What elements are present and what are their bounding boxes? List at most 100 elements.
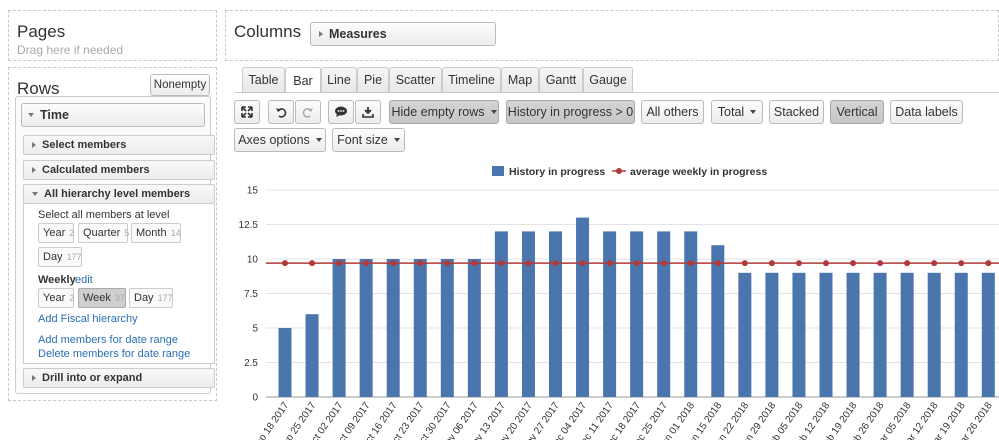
bar[interactable] [576, 217, 590, 397]
bar[interactable] [657, 231, 671, 397]
bar[interactable] [521, 231, 535, 397]
bar[interactable] [549, 231, 562, 397]
bar[interactable] [981, 272, 995, 397]
delete-members-date-range-link[interactable]: Delete members for date range [38, 348, 191, 360]
data-labels-button[interactable]: Data labels [890, 100, 963, 124]
nonempty-button[interactable]: Nonempty [150, 74, 210, 96]
line-point[interactable] [552, 260, 559, 267]
bar[interactable] [846, 272, 860, 397]
time-dimension-header[interactable]: Time [21, 103, 205, 127]
line-point[interactable] [660, 260, 667, 267]
bar[interactable] [467, 259, 481, 397]
bar[interactable] [630, 231, 644, 397]
line-point[interactable] [904, 260, 911, 267]
select-members-section[interactable]: Select members [23, 135, 215, 155]
bar[interactable] [305, 314, 319, 397]
bar[interactable] [765, 272, 779, 397]
bar[interactable] [413, 259, 427, 397]
line-point[interactable] [309, 260, 316, 267]
bar[interactable] [332, 259, 346, 397]
drill-section[interactable]: Drill into or expand [23, 368, 215, 388]
bar[interactable] [900, 272, 914, 397]
tab-bar[interactable]: Bar [285, 67, 321, 93]
fullscreen-button[interactable] [234, 100, 260, 124]
bar[interactable] [711, 245, 725, 397]
hide-empty-rows-dropdown[interactable]: Hide empty rows [389, 100, 499, 124]
tab-table[interactable]: Table [242, 67, 285, 92]
bar[interactable] [873, 272, 887, 397]
line-point[interactable] [687, 260, 694, 267]
bar[interactable] [738, 272, 752, 397]
line-point[interactable] [850, 260, 857, 267]
line-point[interactable] [471, 260, 478, 267]
level-quarter[interactable]: Quarter 5 [78, 223, 129, 243]
tab-gantt[interactable]: Gantt [539, 67, 583, 92]
bar[interactable] [819, 272, 833, 397]
stacked-button[interactable]: Stacked [769, 100, 824, 124]
line-point[interactable] [390, 260, 397, 267]
add-fiscal-hierarchy-link[interactable]: Add Fiscal hierarchy [38, 313, 138, 325]
add-members-date-range-link[interactable]: Add members for date range [38, 334, 179, 346]
level-day[interactable]: Day 177 [38, 247, 82, 267]
line-point[interactable] [525, 260, 532, 267]
calculated-members-section[interactable]: Calculated members [23, 160, 215, 180]
expand-icon [32, 142, 36, 148]
bar[interactable] [494, 231, 508, 397]
expand-icon [32, 167, 36, 173]
bar[interactable] [792, 272, 806, 397]
tab-gauge[interactable]: Gauge [583, 67, 633, 92]
line-point[interactable] [714, 260, 721, 267]
measures-chip[interactable]: Measures [310, 22, 496, 46]
line-point[interactable] [282, 260, 288, 267]
line-point[interactable] [606, 260, 613, 267]
line-point[interactable] [417, 260, 424, 267]
comment-icon [335, 106, 347, 117]
line-point[interactable] [579, 260, 586, 267]
line-point[interactable] [877, 260, 884, 267]
total-dropdown[interactable]: Total [711, 100, 763, 124]
redo-button[interactable] [295, 100, 321, 124]
line-point[interactable] [336, 260, 343, 267]
comment-button[interactable] [328, 100, 354, 124]
line-point[interactable] [931, 260, 938, 267]
line-point[interactable] [958, 260, 965, 267]
bar[interactable] [684, 231, 698, 397]
bar[interactable] [386, 259, 400, 397]
font-size-dropdown[interactable]: Font size [332, 128, 405, 152]
weekly-level-week[interactable]: Week 37 [78, 288, 126, 308]
time-label: Time [40, 108, 69, 122]
bar[interactable] [927, 272, 941, 397]
line-point[interactable] [795, 260, 802, 267]
edit-link[interactable]: edit [75, 274, 93, 286]
axes-options-dropdown[interactable]: Axes options [234, 128, 326, 152]
line-point[interactable] [633, 260, 640, 267]
bar[interactable] [278, 328, 292, 397]
line-point[interactable] [444, 260, 451, 267]
bar[interactable] [954, 272, 968, 397]
bar[interactable] [359, 259, 373, 397]
tab-timeline[interactable]: Timeline [442, 67, 501, 92]
bar[interactable] [440, 259, 454, 397]
line-point[interactable] [823, 260, 829, 267]
level-year[interactable]: Year 2 [38, 223, 74, 243]
vertical-button[interactable]: Vertical [830, 100, 884, 124]
weekly-level-day[interactable]: Day 177 [129, 288, 173, 308]
all-others-button[interactable]: All others [641, 100, 704, 124]
tab-line[interactable]: Line [321, 67, 357, 92]
line-point[interactable] [741, 260, 748, 267]
weekly-level-year[interactable]: Year 2 [38, 288, 74, 308]
line-point[interactable] [498, 260, 505, 267]
line-point[interactable] [985, 260, 992, 267]
undo-button[interactable] [268, 100, 294, 124]
tab-map[interactable]: Map [501, 67, 539, 92]
level-month[interactable]: Month 14 [131, 223, 181, 243]
legend-label-line: average weekly in progress [630, 166, 767, 178]
hierarchy-members-section[interactable]: All hierarchy level members [23, 184, 215, 204]
tab-pie[interactable]: Pie [357, 67, 389, 92]
tab-scatter[interactable]: Scatter [389, 67, 442, 92]
line-point[interactable] [363, 260, 370, 267]
download-button[interactable] [355, 100, 381, 124]
history-filter-button[interactable]: History in progress > 0 [506, 100, 635, 124]
line-point[interactable] [768, 260, 775, 267]
bar[interactable] [603, 231, 617, 397]
